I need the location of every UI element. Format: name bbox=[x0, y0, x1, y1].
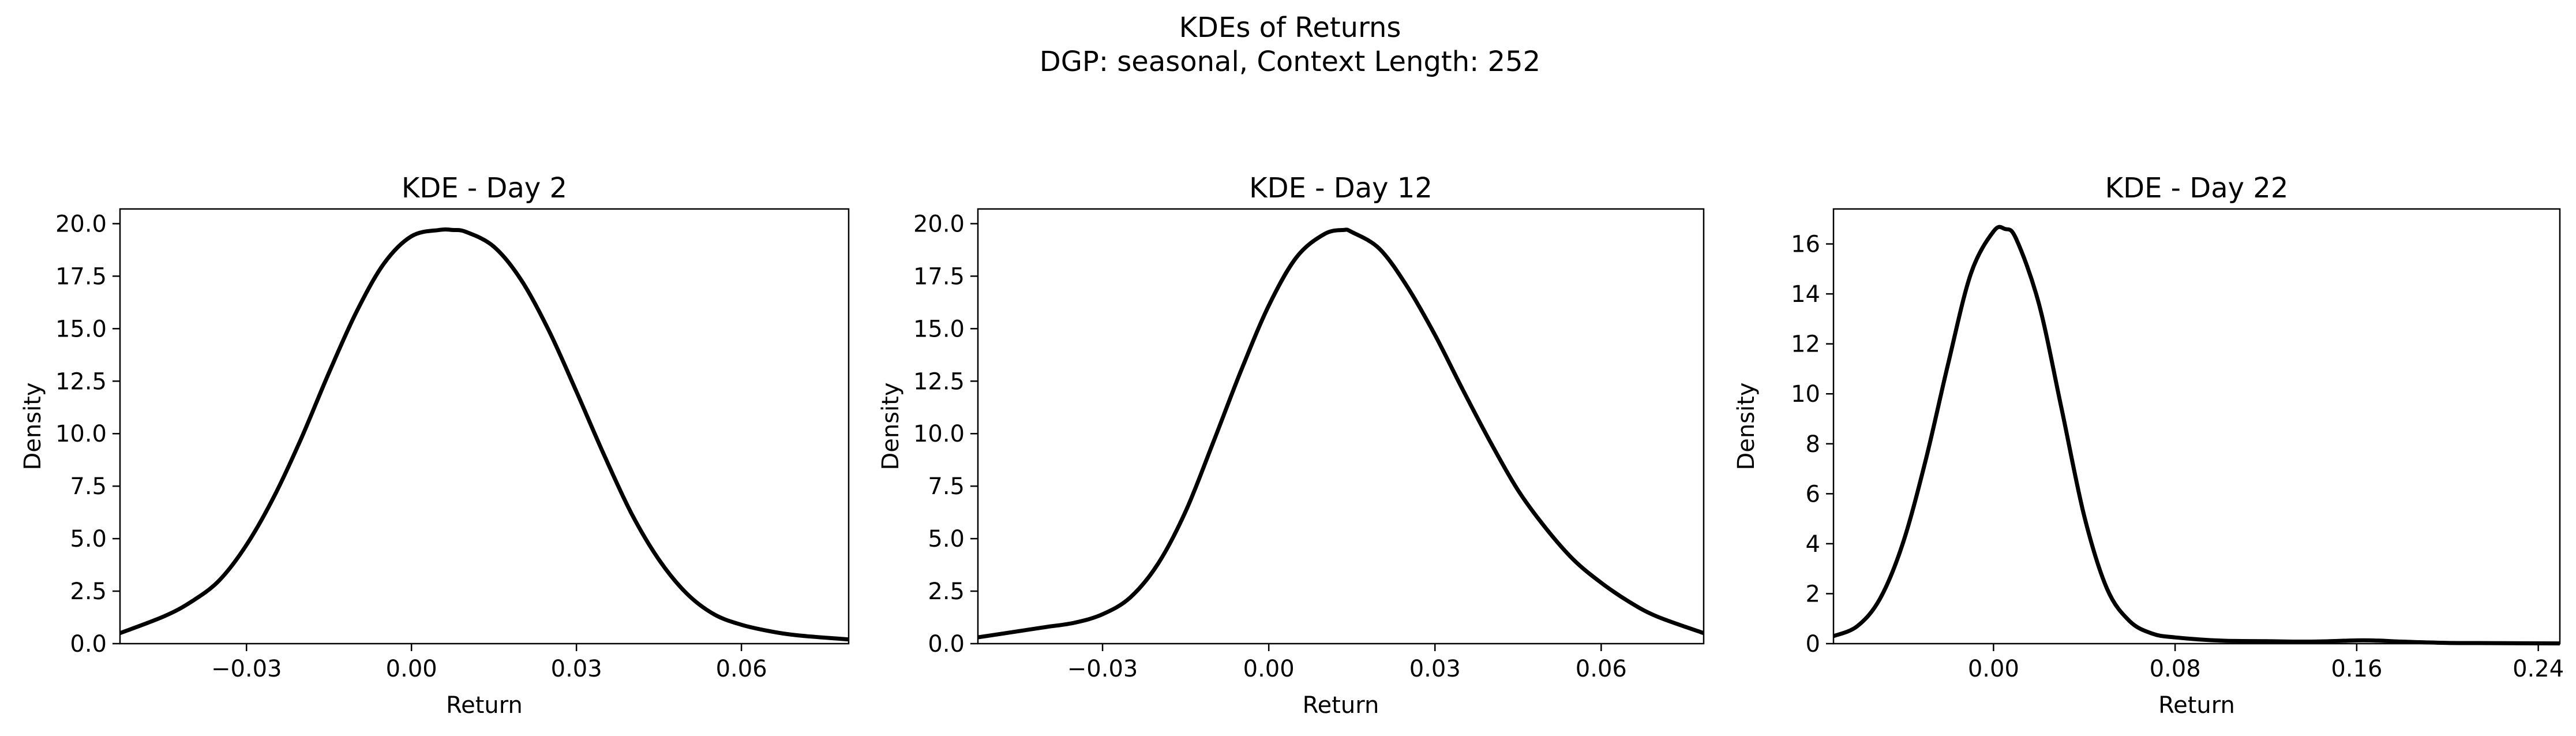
x-tick-label: −0.03 bbox=[211, 656, 282, 682]
y-tick-label: 2 bbox=[1806, 581, 1820, 607]
y-tick-label: 17.5 bbox=[913, 263, 965, 290]
kde-line-2-1 bbox=[977, 227, 1705, 640]
y-tick-label: 5.0 bbox=[928, 526, 965, 552]
figure-suptitle-line1: KDEs of Returns bbox=[1179, 12, 1401, 44]
x-tick-label: 0.08 bbox=[2150, 656, 2201, 682]
panel-title: KDE - Day 12 bbox=[1249, 172, 1433, 204]
y-tick-label: 0.0 bbox=[70, 631, 107, 657]
kde-line-3-1 bbox=[1832, 225, 2560, 646]
axes-frame bbox=[1832, 208, 2561, 645]
x-axis-label: Return bbox=[1303, 692, 1379, 719]
kde-line-1-1 bbox=[119, 227, 849, 642]
y-tick-label: 2.5 bbox=[928, 578, 965, 605]
x-tick-label: −0.03 bbox=[1067, 656, 1138, 682]
y-tick-label: 7.5 bbox=[70, 473, 107, 500]
y-tick-label: 12.5 bbox=[55, 368, 107, 395]
y-tick-label: 5.0 bbox=[70, 526, 107, 552]
x-tick-label: 0.03 bbox=[551, 656, 602, 682]
y-tick-label: 10.0 bbox=[913, 421, 965, 447]
y-tick-label: 0 bbox=[1806, 631, 1820, 657]
y-tick-label: 20.0 bbox=[55, 211, 107, 237]
x-tick-label: 0.06 bbox=[1576, 656, 1627, 682]
x-axis-label: Return bbox=[446, 692, 523, 719]
y-tick-label: 12.5 bbox=[913, 368, 965, 395]
y-tick-label: 0.0 bbox=[928, 631, 965, 657]
y-tick-label: 12 bbox=[1791, 331, 1820, 358]
axes-frame bbox=[977, 208, 1705, 645]
y-tick-label: 4 bbox=[1806, 531, 1820, 558]
x-tick-label: 0.16 bbox=[2331, 656, 2382, 682]
y-tick-label: 10 bbox=[1791, 381, 1820, 408]
y-tick-label: 10.0 bbox=[55, 421, 107, 447]
x-tick-label: 0.03 bbox=[1409, 656, 1461, 682]
y-tick-label: 6 bbox=[1806, 481, 1820, 507]
x-tick-label: 0.00 bbox=[1968, 656, 2019, 682]
panel-title: KDE - Day 22 bbox=[2105, 172, 2289, 204]
y-tick-label: 15.0 bbox=[913, 316, 965, 342]
y-tick-label: 17.5 bbox=[55, 263, 107, 290]
y-tick-label: 14 bbox=[1791, 281, 1820, 308]
panel-title: KDE - Day 2 bbox=[402, 172, 567, 204]
y-tick-label: 16 bbox=[1791, 231, 1820, 258]
y-tick-label: 15.0 bbox=[55, 316, 107, 342]
y-tick-label: 20.0 bbox=[913, 211, 965, 237]
x-tick-label: 0.24 bbox=[2513, 656, 2564, 682]
y-axis-label: Density bbox=[878, 382, 904, 470]
figure-suptitle-line2: DGP: seasonal, Context Length: 252 bbox=[1040, 46, 1540, 78]
y-tick-label: 7.5 bbox=[928, 473, 965, 500]
y-axis-label: Density bbox=[20, 382, 46, 470]
kde-panel-1: −0.03 0.00 0.03 0.06 0.0 2.5 5.0 7.5 10.0 12.5 15.… bbox=[20, 172, 850, 719]
x-tick-label: 0.00 bbox=[1243, 656, 1295, 682]
axes-frame bbox=[119, 208, 850, 645]
y-tick-label: 2.5 bbox=[70, 578, 107, 605]
kde-panel-2: −0.03 0.00 0.03 0.06 0.0 2.5 5.0 7.5 10.0 12.5 15.… bbox=[878, 172, 1705, 719]
kde-panel-3: 0.00 0.08 0.16 0.24 0 2 4 6 8 10 12 14 16 KDE - Day 2… bbox=[1733, 172, 2564, 719]
x-tick-label: 0.00 bbox=[386, 656, 437, 682]
x-tick-label: 0.06 bbox=[716, 656, 767, 682]
x-axis-label: Return bbox=[2158, 692, 2235, 719]
y-axis-label: Density bbox=[1733, 382, 1760, 470]
y-tick-label: 8 bbox=[1806, 431, 1820, 458]
